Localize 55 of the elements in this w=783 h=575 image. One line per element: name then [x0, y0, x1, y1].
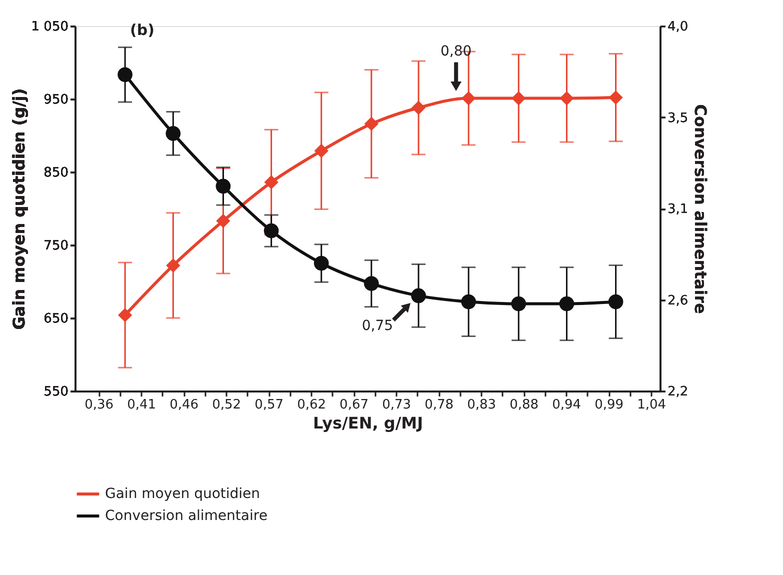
y-tick-label: 950 — [44, 92, 68, 108]
x-tick-label: 0,67 — [340, 398, 368, 412]
point — [608, 90, 623, 105]
y2-tick-label: 3,5 — [668, 110, 688, 126]
point — [216, 214, 230, 228]
y-tick-label: 1 050 — [31, 20, 68, 34]
x-tick-label: 0,62 — [297, 398, 326, 412]
point — [462, 91, 476, 106]
point — [216, 178, 231, 194]
point — [461, 294, 476, 310]
y2-axis-title: Conversion alimentaire — [691, 104, 710, 314]
point — [264, 175, 278, 190]
point — [411, 100, 426, 115]
x-tick-label: 0,78 — [424, 398, 454, 412]
legend-label: Gain moyen quotidien — [105, 486, 260, 502]
point — [411, 288, 426, 304]
point — [166, 126, 181, 141]
x-tick-label: 0,46 — [170, 398, 199, 412]
y-axis-title: Gain moyen quotidien (g/j) — [9, 88, 28, 330]
x-tick-label: 0,94 — [552, 398, 582, 412]
annotation: 0,75 — [362, 318, 394, 334]
y2-tick-label: 2,6 — [668, 293, 688, 308]
point — [512, 91, 526, 106]
point — [559, 296, 574, 312]
y2-tick-label: 2,2 — [668, 384, 688, 400]
point — [364, 276, 379, 291]
y2-tick-label: 3,1 — [668, 202, 688, 217]
point — [511, 296, 526, 312]
x-tick-label: 0,57 — [254, 398, 284, 412]
point — [166, 258, 180, 273]
x-tick-label: 0,88 — [510, 398, 539, 412]
y-tick-label: 850 — [44, 166, 68, 180]
point — [314, 144, 328, 158]
y-tick-label: 650 — [44, 312, 68, 326]
point — [560, 91, 574, 106]
point — [118, 308, 132, 322]
point — [264, 223, 279, 238]
point — [314, 256, 329, 271]
y2-tick-label: 4,0 — [668, 20, 688, 34]
annotation: (b) — [130, 21, 154, 39]
x-tick-label: 0,83 — [467, 398, 496, 412]
point — [364, 116, 378, 131]
x-tick-label: 0,99 — [594, 398, 624, 412]
point — [608, 294, 624, 310]
x-tick-label: 0,73 — [382, 398, 412, 412]
y-tick-label: 550 — [44, 384, 68, 400]
x-tick-label: 0,36 — [84, 398, 114, 412]
x-tick-label: 0,41 — [127, 398, 156, 412]
y-tick-label: 750 — [44, 238, 68, 254]
point — [118, 67, 132, 82]
legend-label: Conversion alimentaire — [105, 508, 268, 524]
x-axis-title: Lys/EN, g/MJ — [312, 414, 424, 432]
x-tick-label: 0,52 — [212, 398, 242, 412]
x-tick-label: 1,04 — [637, 398, 666, 412]
annotation: 0,80 — [440, 43, 472, 60]
